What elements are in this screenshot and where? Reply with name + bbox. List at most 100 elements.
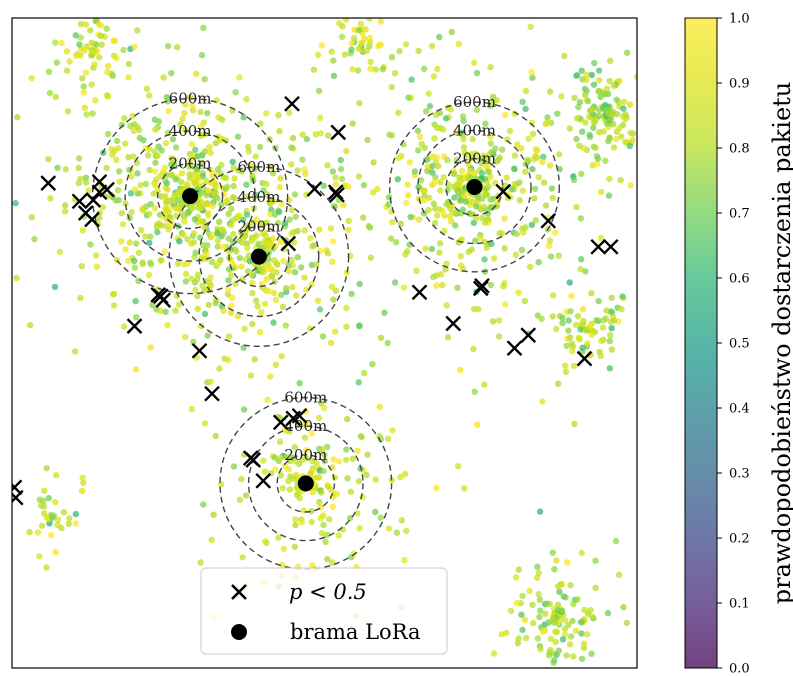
node-point xyxy=(110,37,117,44)
node-point xyxy=(54,164,61,171)
node-point xyxy=(247,372,255,379)
node-point xyxy=(487,133,494,140)
node-point xyxy=(471,388,478,395)
node-point xyxy=(298,264,305,271)
ring-label: 400m xyxy=(237,188,280,206)
node-point xyxy=(110,52,118,59)
node-point xyxy=(421,197,428,204)
node-point xyxy=(274,219,282,227)
node-point xyxy=(578,170,585,177)
node-point xyxy=(208,179,215,187)
node-point xyxy=(182,101,189,108)
node-point xyxy=(553,557,560,564)
node-point xyxy=(335,458,343,465)
node-point xyxy=(591,59,598,67)
node-point xyxy=(82,69,90,76)
node-point xyxy=(473,69,481,77)
node-point xyxy=(66,58,73,65)
node-point xyxy=(501,215,508,222)
colorbar-tick-label: 0.8 xyxy=(729,142,750,157)
node-point xyxy=(342,456,350,464)
node-point xyxy=(153,306,160,313)
node-point xyxy=(349,66,356,73)
node-point xyxy=(328,48,335,55)
node-point xyxy=(361,35,368,43)
node-point xyxy=(238,263,245,270)
node-point xyxy=(348,290,355,298)
node-point xyxy=(54,516,62,524)
node-point xyxy=(162,139,170,147)
node-point xyxy=(478,169,486,177)
colorbar-tick-label: 0.6 xyxy=(729,272,750,287)
node-point xyxy=(170,155,177,163)
node-point xyxy=(515,566,522,573)
node-point xyxy=(40,497,47,504)
node-point xyxy=(318,489,325,496)
node-point xyxy=(80,83,87,90)
node-point xyxy=(393,529,401,536)
node-point xyxy=(522,168,529,175)
node-point xyxy=(433,484,440,492)
node-point xyxy=(118,121,126,129)
node-point xyxy=(571,94,578,102)
node-point xyxy=(174,197,182,204)
node-point xyxy=(595,67,603,74)
node-point xyxy=(343,446,350,453)
node-point xyxy=(356,322,363,330)
node-point xyxy=(502,111,509,119)
ring-label: 200m xyxy=(237,218,280,236)
node-point xyxy=(518,246,526,254)
node-point xyxy=(617,176,624,184)
node-point xyxy=(45,494,52,502)
node-point xyxy=(350,35,358,42)
node-point xyxy=(178,170,186,177)
node-point xyxy=(131,257,138,265)
node-point xyxy=(270,289,278,297)
node-point xyxy=(444,333,452,341)
node-point xyxy=(360,182,368,189)
node-point xyxy=(120,323,128,330)
node-point xyxy=(174,260,182,267)
node-point xyxy=(82,174,90,181)
node-point xyxy=(260,457,267,464)
node-point xyxy=(487,173,494,180)
node-point xyxy=(279,485,286,492)
node-point xyxy=(77,20,85,28)
node-point xyxy=(291,269,299,276)
node-point xyxy=(288,206,295,214)
node-point xyxy=(204,332,211,339)
node-point xyxy=(415,147,422,154)
node-point xyxy=(231,175,238,182)
node-point xyxy=(459,206,467,213)
node-point xyxy=(314,297,322,304)
node-point xyxy=(206,143,213,151)
marker-stroke xyxy=(255,472,272,489)
node-point xyxy=(565,327,572,334)
node-point xyxy=(458,167,466,175)
node-point xyxy=(286,109,293,117)
node-point xyxy=(322,538,329,545)
colorbar-tick-label: 0.2 xyxy=(729,532,750,547)
node-point xyxy=(309,488,316,496)
node-point xyxy=(239,239,246,246)
node-point xyxy=(356,525,363,532)
low-p-marker xyxy=(445,315,462,332)
node-point xyxy=(207,274,214,281)
node-point xyxy=(121,115,128,122)
node-point xyxy=(52,549,59,556)
node-point xyxy=(165,226,172,233)
colorbar-gradient xyxy=(685,18,717,668)
colorbar-ticks: 0.0 0.1 0.2 0.3 0.4 0.5 0.6 0.7 0.8 0.9 1.0 xyxy=(717,12,750,676)
node-point xyxy=(326,516,333,523)
node-point xyxy=(391,70,399,77)
node-point xyxy=(209,202,216,210)
ring-label: 600m xyxy=(237,158,280,176)
node-point xyxy=(603,307,610,314)
node-point xyxy=(469,198,476,206)
node-point xyxy=(161,248,168,255)
legend: p < 0.5 brama LoRa xyxy=(200,567,448,655)
node-point xyxy=(47,195,54,202)
node-point xyxy=(125,154,132,161)
node-point xyxy=(309,457,316,465)
node-point xyxy=(396,47,403,55)
